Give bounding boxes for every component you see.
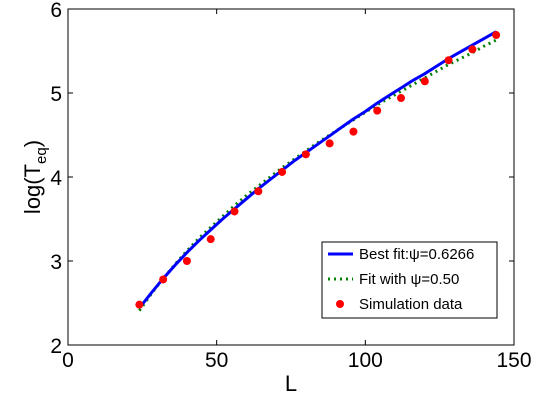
legend-label-best-fit: Best fit:ψ=0.6266 xyxy=(359,246,474,263)
y-axis-ticks: 2 3 4 5 6 xyxy=(50,0,514,358)
best-fit-line xyxy=(138,30,497,309)
simulation-data-point xyxy=(420,77,429,86)
legend-label-fit-050: Fit with ψ=0.50 xyxy=(359,271,459,288)
simulation-data-point xyxy=(159,275,168,284)
legend-swatch-simulation xyxy=(336,300,344,308)
simulation-data-point xyxy=(325,139,334,148)
simulation-data-point xyxy=(254,187,263,196)
simulation-data-point xyxy=(182,257,191,265)
x-axis-ticks: 0 50 100 150 xyxy=(62,9,532,372)
simulation-data-point xyxy=(230,207,239,216)
y-tick-label: 3 xyxy=(50,251,62,274)
simulation-data-point xyxy=(468,45,477,54)
simulation-data-point xyxy=(206,235,215,244)
simulation-data-point xyxy=(444,56,453,65)
y-tick-label: 5 xyxy=(50,83,62,106)
series-layer xyxy=(135,30,501,312)
simulation-data-point xyxy=(492,31,501,40)
x-tick-label: 150 xyxy=(496,349,531,372)
simulation-data-point xyxy=(349,127,358,136)
simulation-data-point xyxy=(301,150,310,159)
x-tick-label: 100 xyxy=(348,349,383,372)
y-tick-label: 4 xyxy=(50,167,62,190)
simulation-data-point xyxy=(135,300,144,309)
simulation-data-point xyxy=(278,167,287,176)
y-axis-label: log(Teq) xyxy=(20,140,50,214)
x-tick-label: 50 xyxy=(205,349,228,372)
x-tick-label: 0 xyxy=(62,349,74,372)
legend: Best fit:ψ=0.6266 Fit with ψ=0.50 Simula… xyxy=(321,241,498,319)
y-tick-label: 6 xyxy=(50,0,62,22)
simulation-data-point xyxy=(397,94,406,103)
x-axis-label: L xyxy=(285,371,297,396)
legend-label-simulation: Simulation data xyxy=(359,296,463,313)
y-tick-label: 2 xyxy=(50,335,62,358)
simulation-data-point xyxy=(373,106,382,115)
